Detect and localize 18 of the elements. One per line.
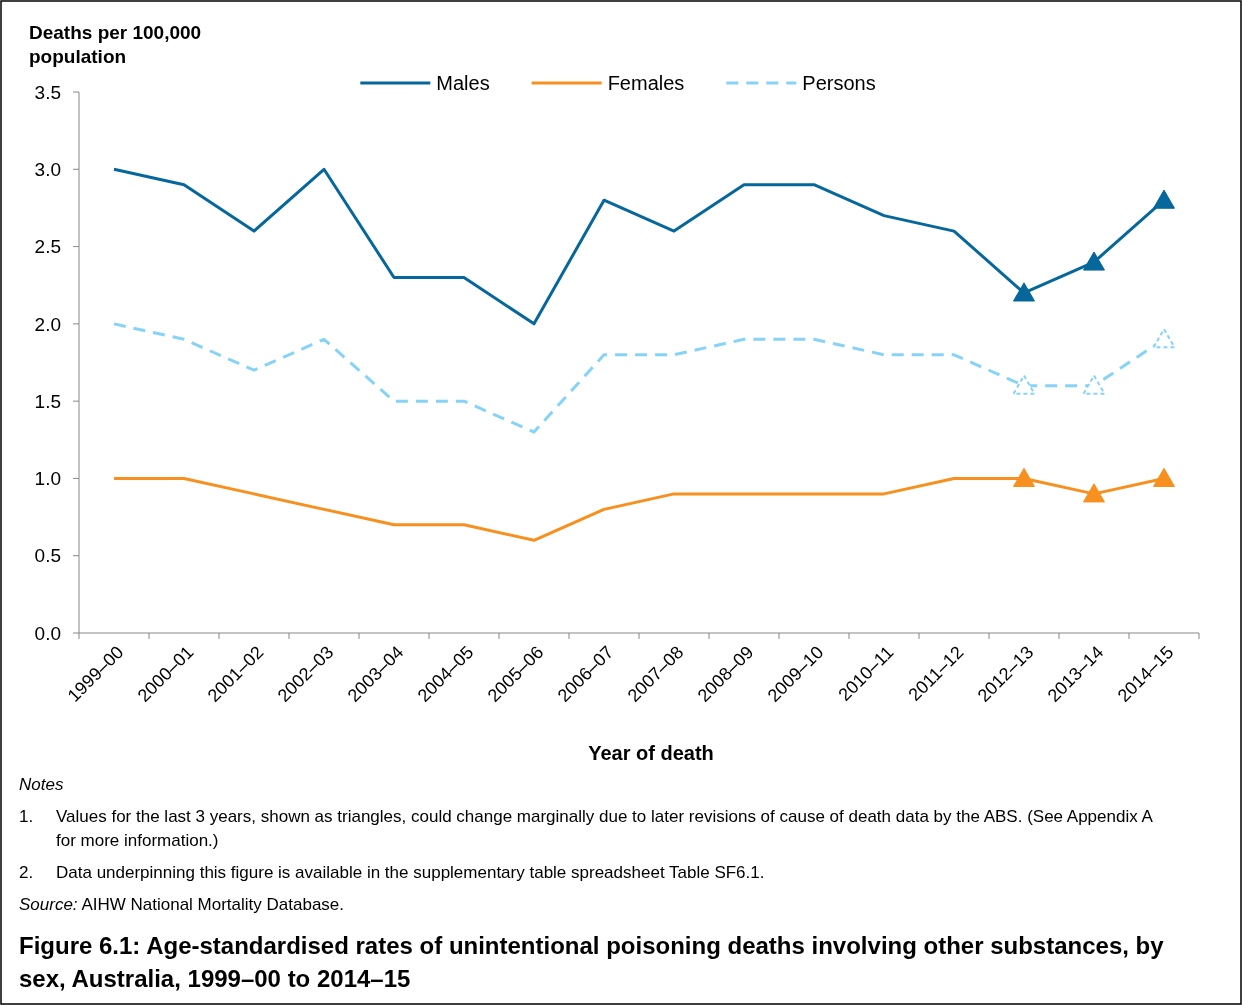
y-axis-title: Deaths per 100,000 population xyxy=(29,22,202,67)
y-tick-label: 3.0 xyxy=(34,158,61,180)
y-tick-label: 1.5 xyxy=(34,390,61,412)
text: Notes xyxy=(19,775,64,794)
y-tick-label: 3.5 xyxy=(34,81,61,103)
y-tick-label: 2.0 xyxy=(34,313,61,335)
x-axis-title: Year of death xyxy=(588,742,714,764)
legend-label: Females xyxy=(607,72,685,94)
text: 1. Values for the last 3 years, shown as triangles, could change marginally due to later revisions of cause of death data by the ABS. (See Appendix A for more information.) xyxy=(19,807,1153,850)
legend-label: Persons xyxy=(802,72,876,94)
y-tick-label: 0.5 xyxy=(34,545,61,567)
y-tick-label: 2.5 xyxy=(34,236,61,258)
text: 2. Data underpinning this figure is available in the supplementary table spreadsheet Table SF6.1. xyxy=(19,863,765,882)
y-tick-label: 0.0 xyxy=(34,622,61,644)
y-tick-label: 1.0 xyxy=(34,468,61,490)
text: Figure 6.1: Age-standardised rates of unintentional poisoning deaths involving other substances, by sex, Australia, 1999–00 to 2014–15 xyxy=(19,932,1165,992)
legend-label: Males xyxy=(436,72,490,94)
source-note: Source: AIHW National Mortality Database. xyxy=(19,895,345,914)
